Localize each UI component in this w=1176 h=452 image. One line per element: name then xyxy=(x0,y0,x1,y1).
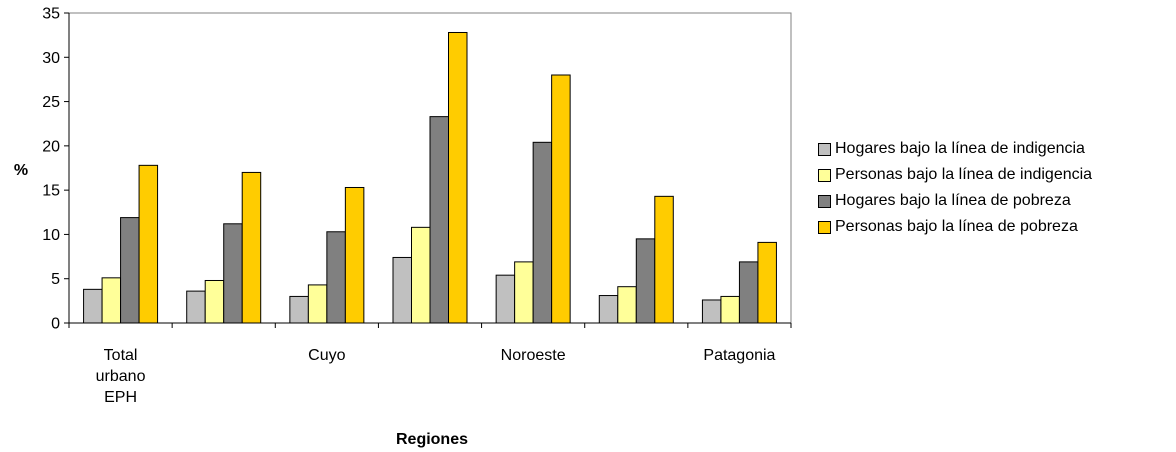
x-tick-label: urbano xyxy=(96,368,146,385)
x-tick-label: Total xyxy=(104,347,138,364)
x-axis-label: Regiones xyxy=(396,431,468,448)
bar xyxy=(120,217,140,324)
y-tick-label: 15 xyxy=(42,183,60,200)
bar xyxy=(289,295,309,324)
bar xyxy=(223,223,243,324)
bars-layer xyxy=(83,31,777,324)
bar xyxy=(617,286,637,324)
bar xyxy=(101,277,122,324)
bar xyxy=(532,141,553,324)
y-axis-label: % xyxy=(14,162,28,179)
bar xyxy=(654,195,674,324)
y-tick-label: 10 xyxy=(42,227,60,244)
bar xyxy=(720,295,740,324)
bar xyxy=(757,241,777,324)
legend-swatch xyxy=(818,220,831,234)
legend-item: Personas bajo la línea de indigencia xyxy=(818,162,1092,188)
y-tick-label: 30 xyxy=(42,50,60,67)
legend: Hogares bajo la línea de indigencia Pers… xyxy=(818,136,1092,240)
legend-item: Hogares bajo la línea de pobreza xyxy=(818,188,1092,214)
legend-label: Hogares bajo la línea de pobreza xyxy=(835,192,1071,209)
axes-layer: 0 5 10 15 20 25 30 35 Total urbano EPH Cuyo Noroeste… xyxy=(42,6,792,406)
y-tick-label: 0 xyxy=(51,316,60,333)
bar xyxy=(138,164,159,324)
x-tick-label: Patagonia xyxy=(703,347,775,364)
bar xyxy=(204,279,225,324)
bar xyxy=(701,299,722,324)
y-tick-label: 5 xyxy=(51,271,60,288)
bar xyxy=(738,261,759,324)
x-tick-label: Noroeste xyxy=(501,347,566,364)
bar xyxy=(344,186,365,324)
bar xyxy=(429,116,449,324)
legend-item: Personas bajo la línea de pobreza xyxy=(818,214,1092,240)
legend-item: Hogares bajo la línea de indigencia xyxy=(818,136,1092,162)
bar xyxy=(551,74,571,324)
x-tick-label: EPH xyxy=(104,389,137,406)
bar xyxy=(241,171,262,324)
legend-swatch xyxy=(818,194,831,208)
bar xyxy=(598,295,619,324)
y-tick-label: 20 xyxy=(42,138,60,155)
legend-label: Hogares bajo la línea de indigencia xyxy=(835,140,1085,157)
bar xyxy=(307,284,328,324)
bar xyxy=(411,226,431,324)
bar xyxy=(326,231,346,324)
bar xyxy=(392,256,412,324)
y-tick-label: 25 xyxy=(42,94,60,111)
bar xyxy=(495,274,516,324)
legend-swatch xyxy=(818,142,831,156)
x-tick-label: Cuyo xyxy=(308,347,345,364)
y-tick-label: 35 xyxy=(42,6,60,23)
bar xyxy=(448,31,468,324)
bar xyxy=(186,290,206,324)
bar xyxy=(83,288,103,324)
bar xyxy=(514,261,534,324)
legend-swatch xyxy=(818,168,831,182)
legend-label: Personas bajo la línea de pobreza xyxy=(835,218,1078,235)
bar xyxy=(635,238,656,324)
legend-label: Personas bajo la línea de indigencia xyxy=(835,166,1093,183)
